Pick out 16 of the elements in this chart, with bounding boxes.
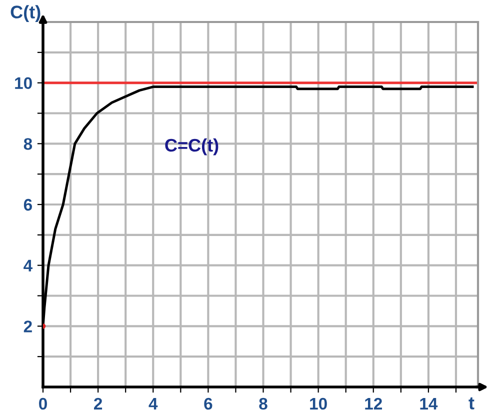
y-tick-label: 2	[24, 320, 32, 332]
y-tick-label: 10	[15, 77, 32, 90]
x-axis-title: t	[468, 397, 474, 410]
x-tick-label: 6	[204, 398, 212, 410]
y-tick-label: 8	[24, 138, 32, 150]
x-tick-label: 14	[420, 398, 438, 410]
y-axis-title: C(t)	[10, 5, 40, 22]
x-tick-label: 8	[259, 398, 268, 410]
x-tick-label: 0	[39, 398, 47, 410]
y-tick-label: 4	[24, 260, 32, 272]
x-tick-label: 4	[148, 398, 158, 410]
x-tick-label: 12	[365, 398, 382, 410]
annotation: C=C(t)	[165, 138, 218, 156]
y-tick-label: 6	[24, 198, 32, 211]
x-tick-label: 2	[94, 398, 102, 410]
x-tick-label: 10	[310, 398, 327, 410]
